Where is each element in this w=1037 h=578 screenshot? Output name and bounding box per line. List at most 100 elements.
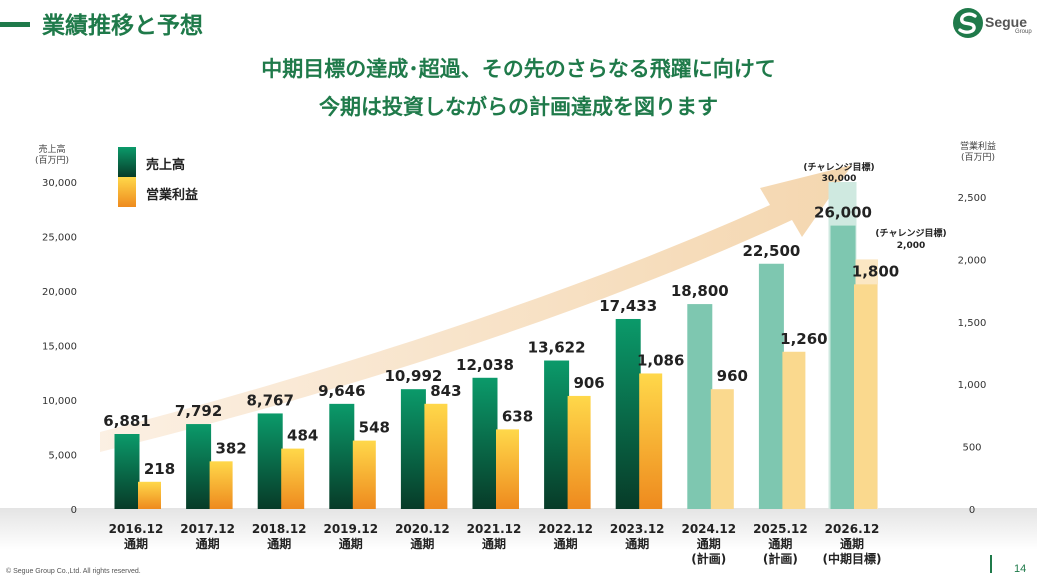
left-axis-label: 売上高 (38, 143, 65, 155)
category-label: 通期 (124, 536, 148, 551)
profit-bar (496, 429, 519, 509)
sales-data-label: 22,500 (742, 242, 800, 260)
profit-data-label: 906 (573, 374, 604, 392)
category-label: 通期 (410, 536, 434, 551)
sales-data-label: 26,000 (814, 204, 872, 222)
category-label: 2021.12 (467, 522, 522, 536)
right-axis-label: (百万円) (961, 152, 995, 163)
page-number: 14 (1014, 563, 1027, 575)
sales-data-label: 6,881 (103, 412, 150, 430)
sales-data-label: 9,646 (318, 382, 365, 400)
legend-label-sales: 売上高 (146, 158, 186, 173)
segue-logo: Segue Group (951, 6, 1037, 40)
right-axis-tick: 2,500 (958, 193, 987, 204)
right-axis-tick: 500 (962, 443, 981, 454)
sales-bar (400, 389, 426, 509)
profit-data-label: 960 (717, 367, 748, 385)
category-label: 通期 (625, 536, 649, 551)
right-axis-tick: 0 (969, 505, 975, 516)
category-label: 2019.12 (323, 522, 378, 536)
category-label: 2025.12 (753, 522, 808, 536)
category-label: 通期 (697, 536, 721, 551)
category-label: 通期 (196, 536, 220, 551)
category-label: 2022.12 (538, 522, 593, 536)
profit-bar (710, 389, 734, 509)
sales-data-label: 8,767 (246, 391, 293, 409)
left-axis-tick: 15,000 (42, 342, 77, 353)
left-axis-tick: 0 (71, 505, 77, 516)
growth-arrow (100, 165, 852, 452)
page-title: 業績推移と予想 (42, 13, 203, 39)
sales-data-label: 12,038 (456, 356, 514, 374)
profit-bar (352, 440, 376, 509)
category-label: (中期目標) (823, 551, 882, 566)
legend-label-profit: 営業利益 (146, 188, 199, 203)
sales-data-label: 7,792 (175, 402, 222, 420)
profit-bar (424, 403, 448, 509)
left-axis-tick: 10,000 (42, 396, 77, 407)
category-label: 通期 (482, 536, 506, 551)
category-label: (計画) (763, 551, 798, 566)
left-axis-tick: 30,000 (42, 178, 77, 189)
profit-data-label: 1,086 (637, 351, 684, 369)
sales-bar (758, 263, 784, 509)
sales-data-label: 18,800 (671, 282, 729, 300)
sales-bar (830, 225, 856, 509)
profit-data-label: 484 (287, 427, 318, 445)
right-axis-label: 営業利益 (960, 140, 996, 152)
profit-data-label: 1,800 (852, 262, 899, 280)
category-label: 2018.12 (252, 522, 307, 536)
category-label: 2026.12 (825, 522, 880, 536)
left-axis-tick: 25,000 (42, 233, 77, 244)
sales-bar (615, 318, 641, 509)
category-label: 2024.12 (681, 522, 736, 536)
sales-challenge-value: 30,000 (822, 174, 857, 184)
profit-data-label: 218 (144, 460, 175, 478)
category-label: 2016.12 (109, 522, 164, 536)
sales-data-label: 17,433 (599, 297, 657, 315)
profit-bar (639, 373, 663, 509)
sales-bar (329, 403, 355, 509)
left-axis-label: (百万円) (35, 155, 69, 166)
sales-data-label: 13,622 (528, 339, 586, 357)
profit-data-label: 382 (215, 439, 246, 457)
right-axis-tick: 2,000 (958, 255, 987, 266)
profit-bar (782, 351, 806, 509)
legend-swatch-sales (118, 147, 136, 177)
sales-bar (257, 413, 283, 509)
profit-bar (209, 461, 233, 509)
legend-swatch-profit (118, 177, 136, 207)
copyright-text: © Segue Group Co.,Ltd. All rights reserv… (6, 568, 141, 575)
page-number-bar (990, 555, 992, 573)
profit-bar (138, 481, 161, 509)
sales-bar (472, 377, 498, 509)
profit-data-label: 843 (430, 382, 461, 400)
logo-subtext: Group (1015, 29, 1032, 35)
profit-data-label: 548 (359, 419, 390, 437)
sales-challenge-caption: (チャレンジ目標) (803, 161, 874, 173)
logo-text: Segue (985, 14, 1028, 30)
category-label: 通期 (554, 536, 578, 551)
category-label: 2020.12 (395, 522, 450, 536)
category-label: 2017.12 (180, 522, 235, 536)
profit-bar (854, 284, 877, 509)
profit-bar (567, 395, 591, 509)
logo-mark-icon (953, 8, 983, 38)
header-accent-bar (0, 22, 30, 27)
sales-bar (544, 360, 570, 509)
left-axis-tick: 5,000 (48, 451, 77, 462)
category-label: 通期 (768, 536, 792, 551)
profit-challenge-value: 2,000 (897, 241, 925, 251)
profit-data-label: 1,260 (780, 330, 827, 348)
category-label: 通期 (267, 536, 291, 551)
profit-bar (281, 448, 305, 509)
sales-bar (114, 433, 140, 509)
category-label: 通期 (339, 536, 363, 551)
left-axis-tick: 20,000 (42, 287, 77, 298)
right-axis-tick: 1,500 (958, 318, 987, 329)
sales-data-label: 10,992 (384, 367, 442, 385)
category-label: 2023.12 (610, 522, 665, 536)
sales-bar (186, 424, 212, 509)
profit-data-label: 638 (502, 407, 533, 425)
